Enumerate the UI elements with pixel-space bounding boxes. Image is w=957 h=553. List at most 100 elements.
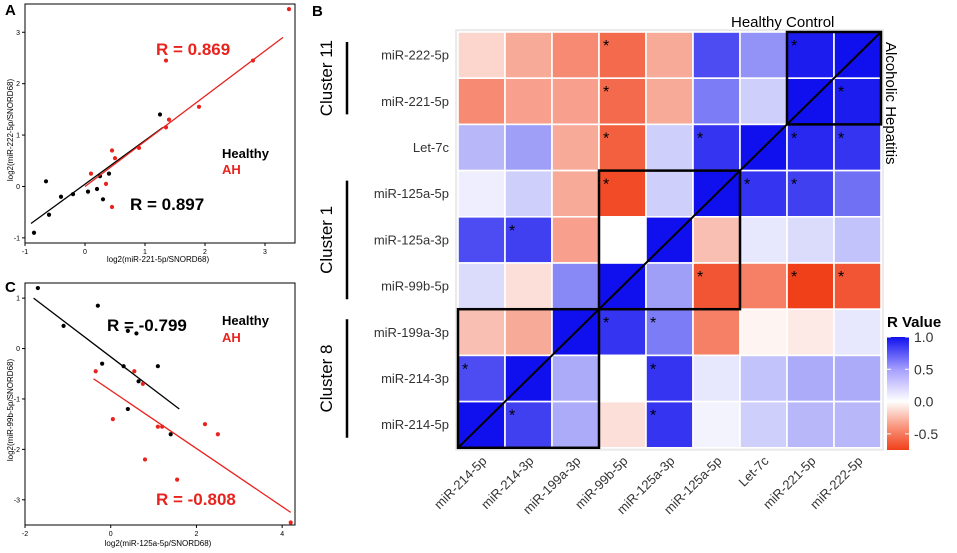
heatmap-cell [692,31,741,80]
colorbar-tick-label: 1.0 [914,329,934,345]
heatmap-row-label: miR-125a-5p [374,186,449,201]
panel-c-point-ah [142,457,148,462]
heatmap-cell [598,354,647,403]
panel-a-point-healthy [31,230,37,235]
panel-c-xlabel: log2(miR-125a-5p/SNORD68) [105,539,212,548]
panel-a-r-healthy: R = 0.897 [130,195,204,214]
panel-a-point-ah [196,104,202,109]
panel-c-xtick-label: 2 [194,531,198,538]
panel-c-point-ah [110,417,115,422]
panel-c-point-ah [93,369,98,374]
significance-star: * [650,361,656,378]
heatmap-cell [692,400,741,449]
panel-c-point-healthy [155,364,160,369]
heatmap-cell [504,31,553,80]
panel-c-xtick-label: -2 [22,531,28,538]
panel-c-letter: C [5,279,16,296]
heatmap-cell [786,400,835,449]
colorbar [887,337,909,450]
heatmap-row-label: miR-214-3p [381,371,449,386]
colorbar-tick-label: -0.5 [914,426,938,442]
heatmap-cell [692,354,741,403]
heatmap-cell [692,77,741,126]
colorbar-title: R Value [887,314,941,331]
heatmap-cell [739,77,788,126]
heatmap-cell [786,354,835,403]
significance-star: * [509,408,515,425]
heatmap-cell [645,169,694,218]
panel-a-r-ah: R = 0.869 [156,40,230,59]
heatmap-cell [645,31,694,80]
panel-c-r-healthy: R = -0.799 [107,316,187,335]
panel-a-point-ah [163,125,169,130]
heatmap-cell [598,123,647,172]
significance-star: * [603,130,609,147]
heatmap-cell [551,262,600,311]
heatmap-cell [551,354,600,403]
panel-c-ytick-label: -2 [14,447,20,454]
significance-star: * [791,38,797,55]
heatmap-cell [457,262,506,311]
panel-a-legend-healthy: Healthy [222,146,270,161]
heatmap-cell [457,169,506,218]
significance-star: * [650,408,656,425]
heatmap-cell [504,169,553,218]
panel-c-fit-line-healthy [33,297,180,410]
panel-a-point-ah [166,117,172,122]
panel-c-r-ah: R = -0.808 [156,490,236,509]
healthy-control-label: Healthy Control [731,14,834,31]
panel-c-point-healthy [95,303,100,308]
panel-c-point-ah [132,369,137,374]
panel-c-point-healthy [136,379,141,384]
significance-star: * [603,315,609,332]
alcoholic-hepatitis-label: Alcoholic Hepatitis [882,42,899,165]
significance-star: * [603,38,609,55]
significance-star: * [838,84,844,101]
heatmap-row-label: miR-221-5p [381,94,449,109]
heatmap-cell [833,308,882,357]
heatmap-cell [833,216,882,264]
colorbar-ticks: 1.0 0.5 0.0 -0.5 [887,329,938,442]
heatmap-cell [598,400,647,449]
panel-a-xtick-label: -1 [22,249,28,256]
panel-a-legend-ah: AH [222,162,241,177]
panel-a-xtick-label: 3 [263,249,267,256]
cluster-label: Cluster 1 [317,206,336,274]
heatmap-cell [457,216,506,264]
heatmap-cell [598,216,647,264]
significance-star: * [650,315,656,332]
heatmap-cell [833,262,882,311]
cluster-box [456,307,601,450]
heatmap-cell [504,308,553,357]
panel-c-ytick-label: 0 [16,346,20,353]
significance-star: * [744,177,750,194]
heatmap-row-label: miR-214-5p [381,417,449,432]
panel-a-point-healthy [94,186,100,192]
significance-star: * [697,130,703,147]
panel-a-xtick-label: 2 [203,249,207,256]
heatmap-cell [692,123,741,172]
cluster-label: Cluster 8 [317,344,336,412]
heatmap-cell [833,354,882,403]
panel-c-point-healthy [61,323,66,328]
heatmap-cell [833,77,882,126]
cluster-label: Cluster 11 [317,40,336,116]
panel-a-fit-line-healthy [30,126,164,224]
panel-a-ytick-label: -1 [14,235,20,242]
heatmap-cell [786,308,835,357]
colorbar-tick-label: 0.0 [914,394,934,410]
panel-c-legend-ah: AH [222,330,241,345]
panel-c-ylabel: log2(miR-99b-5p/SNORD68) [6,359,15,462]
heatmap-cell [692,216,741,264]
heatmap-cell [645,354,694,403]
heatmap-row-label: miR-125a-3p [374,232,449,247]
panel-a-ytick-label: 3 [16,30,20,37]
significance-star: * [697,269,703,286]
panel-a-xtick-label: 0 [83,249,87,256]
significance-star: * [509,223,515,240]
heatmap-cell [457,77,506,126]
panel-c-ytick-label: 1 [16,296,20,303]
heatmap-row-label: miR-199a-3p [374,325,449,340]
panel-c-point-healthy [100,361,105,366]
panel-a-point-healthy [100,197,106,202]
